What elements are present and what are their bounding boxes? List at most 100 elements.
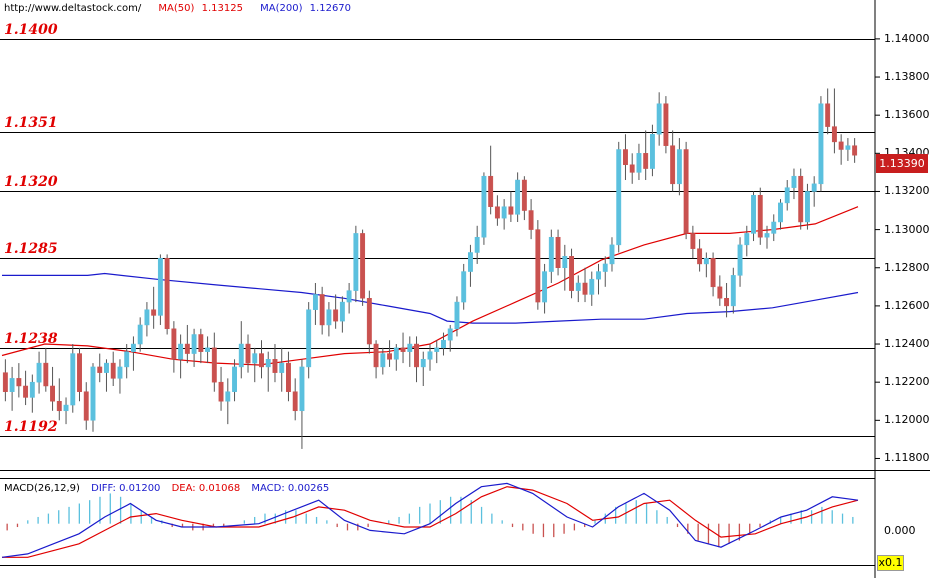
candle: [434, 340, 440, 364]
candle-body: [265, 359, 271, 368]
candle: [697, 239, 703, 272]
candle-body: [211, 347, 217, 383]
candle: [481, 172, 487, 245]
candle-body: [771, 221, 777, 234]
candle-body: [602, 263, 608, 272]
candle: [501, 199, 507, 230]
candle-body: [164, 257, 170, 330]
candle: [521, 176, 527, 221]
candle: [515, 172, 521, 222]
candle: [299, 359, 305, 449]
candle: [494, 195, 500, 226]
candle-body: [535, 229, 541, 303]
macd-value: MACD: 0.00265: [251, 483, 330, 494]
candle-body: [454, 301, 460, 330]
candle: [144, 302, 150, 337]
candle-body: [656, 103, 662, 135]
candle: [508, 191, 514, 222]
source-url[interactable]: http://www.deltastock.com/: [4, 3, 142, 14]
candle-body: [393, 347, 399, 360]
candle-body: [366, 298, 372, 345]
candle: [198, 328, 204, 364]
candle: [400, 332, 406, 364]
candle-body: [130, 343, 136, 352]
candle: [171, 321, 177, 373]
candle-body: [110, 362, 116, 379]
candle: [784, 180, 790, 211]
candle-body: [56, 400, 62, 412]
candle: [623, 134, 628, 181]
candle: [387, 340, 393, 367]
candle: [427, 344, 433, 371]
candle-body: [414, 343, 419, 368]
candle: [548, 229, 554, 284]
candle-body: [811, 183, 817, 192]
candle: [63, 397, 69, 425]
candle-body: [77, 353, 82, 392]
y-tick-label: 1.14000: [884, 31, 930, 45]
candle-body: [312, 294, 318, 310]
candle-body: [36, 362, 42, 383]
candle: [205, 336, 211, 364]
candle-body: [623, 149, 628, 166]
y-tick-label: 1.12000: [884, 413, 930, 427]
candle-body: [596, 271, 601, 280]
candle-body: [825, 103, 831, 127]
candle-body: [548, 236, 554, 272]
candle: [265, 351, 271, 392]
candle-body: [434, 347, 440, 352]
candle: [292, 378, 298, 421]
candle-body: [326, 309, 332, 326]
candle: [29, 374, 35, 413]
candle-body: [501, 206, 507, 219]
chart-header: http://www.deltastock.com/ MA(50) 1.1312…: [4, 3, 365, 14]
candle-body: [804, 191, 810, 223]
candle-body: [447, 328, 453, 341]
candle: [454, 296, 460, 337]
candle-body: [218, 381, 224, 402]
candle-body: [272, 359, 278, 373]
candle-body: [845, 145, 851, 150]
candle: [703, 252, 709, 278]
candle: [346, 283, 352, 314]
candle-body: [97, 366, 103, 373]
candle-body: [387, 353, 393, 360]
macd-diff: DIFF: 0.01200: [91, 483, 161, 494]
candle: [130, 336, 136, 371]
candle: [83, 382, 89, 430]
candle: [23, 370, 29, 406]
candle: [414, 336, 419, 383]
candle: [831, 88, 837, 154]
candle-body: [9, 378, 15, 392]
candle: [596, 263, 601, 295]
candle-body: [676, 149, 682, 185]
candle-body: [481, 175, 487, 238]
y-tick-label: 1.13800: [884, 70, 930, 84]
y-tick-label: 1.12200: [884, 375, 930, 389]
candle: [717, 275, 723, 306]
candle: [2, 359, 8, 402]
candle-body: [697, 248, 703, 265]
candle-body: [784, 187, 790, 204]
macd-panel: [1, 482, 859, 558]
candle: [751, 191, 756, 242]
candle: [184, 324, 190, 364]
candle: [70, 344, 76, 413]
candle-body: [751, 195, 756, 234]
candle: [420, 351, 426, 386]
level-label: 1.1238: [4, 330, 58, 347]
level-label: 1.1285: [4, 240, 58, 257]
candle: [757, 187, 763, 245]
candle: [312, 283, 318, 325]
candle: [461, 263, 467, 310]
candle: [683, 141, 689, 240]
candle: [97, 353, 103, 383]
candle: [737, 237, 743, 287]
candle: [279, 347, 285, 392]
candle-body: [104, 362, 109, 373]
candle-body: [629, 164, 635, 173]
macd-scale-button[interactable]: x0.1: [877, 555, 904, 571]
candle: [407, 336, 413, 367]
candle: [724, 283, 730, 318]
ma200-label: MA(200): [260, 3, 303, 14]
